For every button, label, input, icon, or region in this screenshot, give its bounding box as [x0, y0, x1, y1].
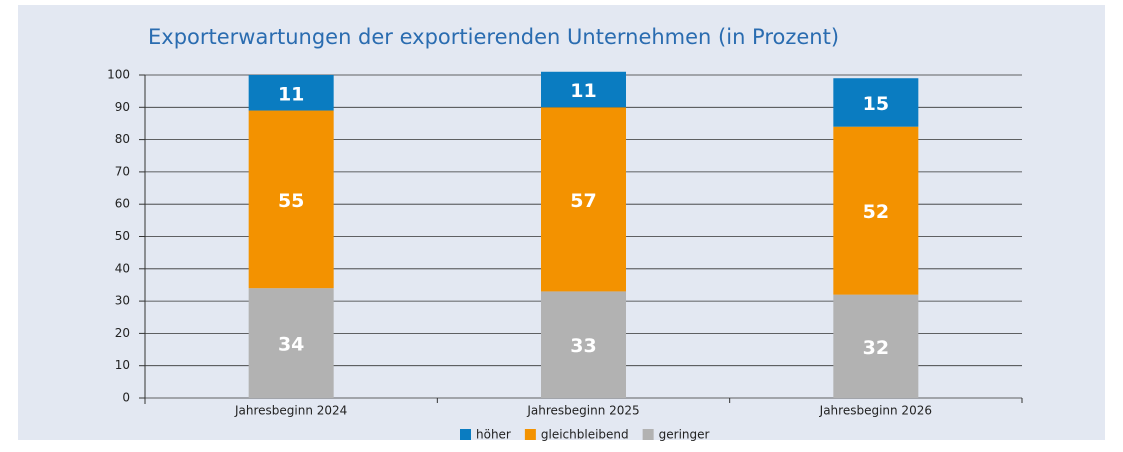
- bar-segment: [833, 294, 919, 398]
- legend-label: gleichbleibend: [541, 428, 629, 442]
- legend-swatch: [642, 429, 654, 440]
- data-label: 33: [570, 335, 596, 357]
- bar-segment: [541, 107, 626, 292]
- bar-segment: [833, 126, 919, 295]
- data-label: 34: [278, 334, 304, 356]
- data-label: 55: [278, 190, 304, 212]
- x-tick-label: Jahresbeginn 2026: [819, 404, 932, 418]
- bar-segment: [833, 78, 919, 127]
- y-tick-label: 80: [115, 132, 130, 146]
- legend-label: geringer: [659, 428, 710, 442]
- y-tick-label: 20: [115, 326, 130, 340]
- bar-segment: [248, 288, 334, 398]
- y-tick-label: 40: [115, 261, 130, 275]
- data-label: 52: [863, 201, 889, 223]
- y-tick-label: 0: [122, 391, 130, 405]
- bar-segment: [541, 291, 626, 398]
- legend-swatch: [524, 429, 536, 440]
- data-label: 15: [863, 93, 889, 115]
- bar-segment: [248, 75, 334, 111]
- y-tick-label: 10: [115, 358, 130, 372]
- y-tick-label: 30: [115, 294, 130, 308]
- x-tick-label: Jahresbeginn 2024: [234, 404, 347, 418]
- data-label: 11: [570, 80, 596, 102]
- x-tick-label: Jahresbeginn 2025: [526, 404, 639, 418]
- chart-title: Exporterwartungen der exportierenden Unt…: [148, 25, 839, 49]
- bar-segment: [541, 71, 626, 108]
- data-label: 11: [278, 83, 304, 105]
- data-label: 57: [570, 190, 596, 212]
- legend-label: höher: [476, 428, 511, 442]
- bar-segment: [248, 110, 334, 289]
- y-tick-label: 60: [115, 197, 130, 211]
- y-tick-label: 100: [107, 68, 130, 82]
- y-tick-label: 70: [115, 164, 130, 178]
- legend-swatch: [460, 429, 471, 440]
- y-tick-label: 50: [115, 229, 130, 243]
- y-tick-label: 90: [115, 100, 130, 114]
- data-label: 32: [863, 337, 889, 359]
